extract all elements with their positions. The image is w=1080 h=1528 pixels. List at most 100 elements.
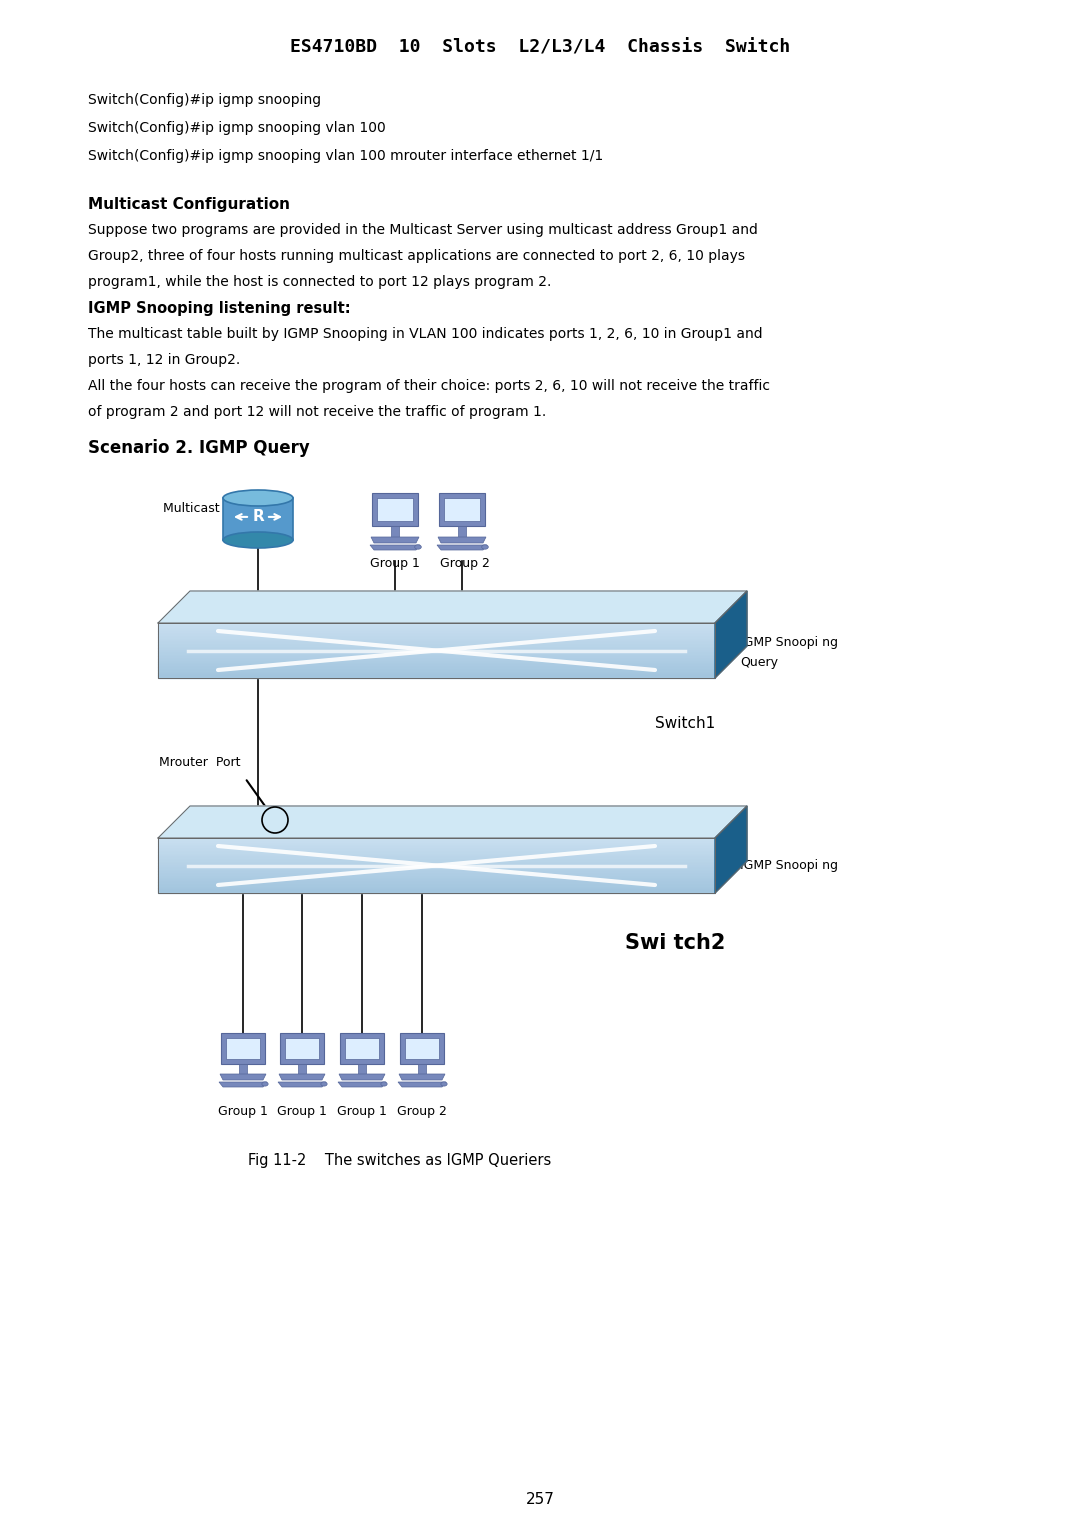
Polygon shape (158, 668, 715, 669)
Polygon shape (438, 536, 486, 542)
Polygon shape (158, 851, 715, 854)
Text: Group 1: Group 1 (278, 1105, 327, 1117)
Polygon shape (438, 494, 485, 526)
Polygon shape (372, 494, 418, 526)
Polygon shape (158, 860, 715, 863)
Polygon shape (278, 1082, 326, 1086)
Polygon shape (158, 675, 715, 678)
Text: Scenario 2. IGMP Query: Scenario 2. IGMP Query (87, 439, 310, 457)
Polygon shape (158, 651, 715, 654)
Polygon shape (158, 868, 715, 871)
Text: IGMP Snoopi ng: IGMP Snoopi ng (740, 636, 838, 649)
Polygon shape (158, 672, 715, 675)
Polygon shape (377, 498, 413, 521)
Polygon shape (158, 888, 715, 891)
Polygon shape (158, 847, 715, 850)
Polygon shape (158, 623, 715, 626)
Polygon shape (280, 1033, 324, 1063)
Polygon shape (158, 637, 715, 640)
Polygon shape (399, 1074, 445, 1080)
Polygon shape (158, 805, 747, 837)
Polygon shape (372, 536, 419, 542)
Polygon shape (158, 882, 715, 885)
Polygon shape (158, 885, 715, 888)
Text: Multicast Configuration: Multicast Configuration (87, 197, 291, 212)
Polygon shape (158, 871, 715, 874)
Polygon shape (158, 854, 715, 857)
Polygon shape (158, 591, 747, 623)
Polygon shape (158, 648, 715, 651)
Text: Group 2: Group 2 (440, 556, 490, 570)
Text: Group 1: Group 1 (370, 556, 420, 570)
Text: IGMP Snoopi ng: IGMP Snoopi ng (740, 859, 838, 872)
Polygon shape (239, 1063, 247, 1074)
Polygon shape (158, 640, 715, 642)
Text: Switch(Config)#ip igmp snooping vlan 100 mrouter interface ethernet 1/1: Switch(Config)#ip igmp snooping vlan 100… (87, 150, 604, 163)
Polygon shape (158, 877, 715, 879)
Ellipse shape (321, 1082, 327, 1086)
Polygon shape (158, 857, 715, 860)
Polygon shape (339, 1074, 384, 1080)
Text: Query: Query (740, 656, 778, 669)
Text: R: R (252, 509, 264, 524)
Polygon shape (715, 805, 747, 892)
Polygon shape (158, 850, 715, 851)
Polygon shape (340, 1033, 384, 1063)
Polygon shape (158, 642, 715, 645)
Polygon shape (405, 1038, 438, 1059)
Polygon shape (458, 526, 465, 536)
Polygon shape (338, 1082, 386, 1086)
Text: Group 1: Group 1 (218, 1105, 268, 1117)
Polygon shape (418, 1063, 426, 1074)
Text: Fig 11-2    The switches as IGMP Queriers: Fig 11-2 The switches as IGMP Queriers (248, 1154, 552, 1169)
Text: ES4710BD  10  Slots  L2/L3/L4  Chassis  Switch: ES4710BD 10 Slots L2/L3/L4 Chassis Switc… (289, 40, 791, 57)
Text: program1, while the host is connected to port 12 plays program 2.: program1, while the host is connected to… (87, 275, 552, 289)
Text: All the four hosts can receive the program of their choice: ports 2, 6, 10 will : All the four hosts can receive the progr… (87, 379, 770, 393)
Text: Mrouter  Port: Mrouter Port (159, 756, 241, 770)
Polygon shape (444, 498, 480, 521)
Polygon shape (715, 591, 747, 678)
Polygon shape (158, 874, 715, 877)
Polygon shape (226, 1038, 260, 1059)
Polygon shape (158, 631, 715, 634)
Ellipse shape (482, 545, 488, 549)
Polygon shape (158, 626, 715, 628)
Text: Suppose two programs are provided in the Multicast Server using multicast addres: Suppose two programs are provided in the… (87, 223, 758, 237)
Ellipse shape (222, 490, 293, 506)
Polygon shape (158, 628, 715, 631)
Polygon shape (158, 662, 715, 665)
Ellipse shape (441, 1082, 447, 1086)
Text: IGMP Snooping listening result:: IGMP Snooping listening result: (87, 301, 351, 315)
Polygon shape (158, 837, 715, 840)
Polygon shape (298, 1063, 306, 1074)
Ellipse shape (261, 1082, 268, 1086)
Polygon shape (158, 656, 715, 659)
Polygon shape (158, 843, 715, 847)
Polygon shape (158, 659, 715, 662)
Text: Switch(Config)#ip igmp snooping vlan 100: Switch(Config)#ip igmp snooping vlan 100 (87, 121, 386, 134)
Polygon shape (219, 1082, 267, 1086)
Polygon shape (158, 863, 715, 865)
Polygon shape (220, 1074, 266, 1080)
Ellipse shape (415, 545, 421, 549)
Ellipse shape (381, 1082, 387, 1086)
Polygon shape (221, 1033, 265, 1063)
Polygon shape (158, 645, 715, 648)
Polygon shape (370, 545, 420, 550)
Polygon shape (400, 1033, 444, 1063)
Polygon shape (158, 665, 715, 668)
Text: Group 2: Group 2 (397, 1105, 447, 1117)
Polygon shape (437, 545, 487, 550)
Polygon shape (158, 669, 715, 672)
Text: Multicast  Router: Multicast Router (163, 501, 269, 515)
Polygon shape (222, 498, 293, 539)
Text: 257: 257 (526, 1493, 554, 1508)
Polygon shape (158, 879, 715, 882)
Polygon shape (285, 1038, 319, 1059)
Polygon shape (158, 891, 715, 892)
Text: Group2, three of four hosts running multicast applications are connected to port: Group2, three of four hosts running mult… (87, 249, 745, 263)
Polygon shape (158, 840, 715, 843)
Polygon shape (399, 1082, 446, 1086)
Polygon shape (357, 1063, 366, 1074)
Polygon shape (158, 654, 715, 656)
